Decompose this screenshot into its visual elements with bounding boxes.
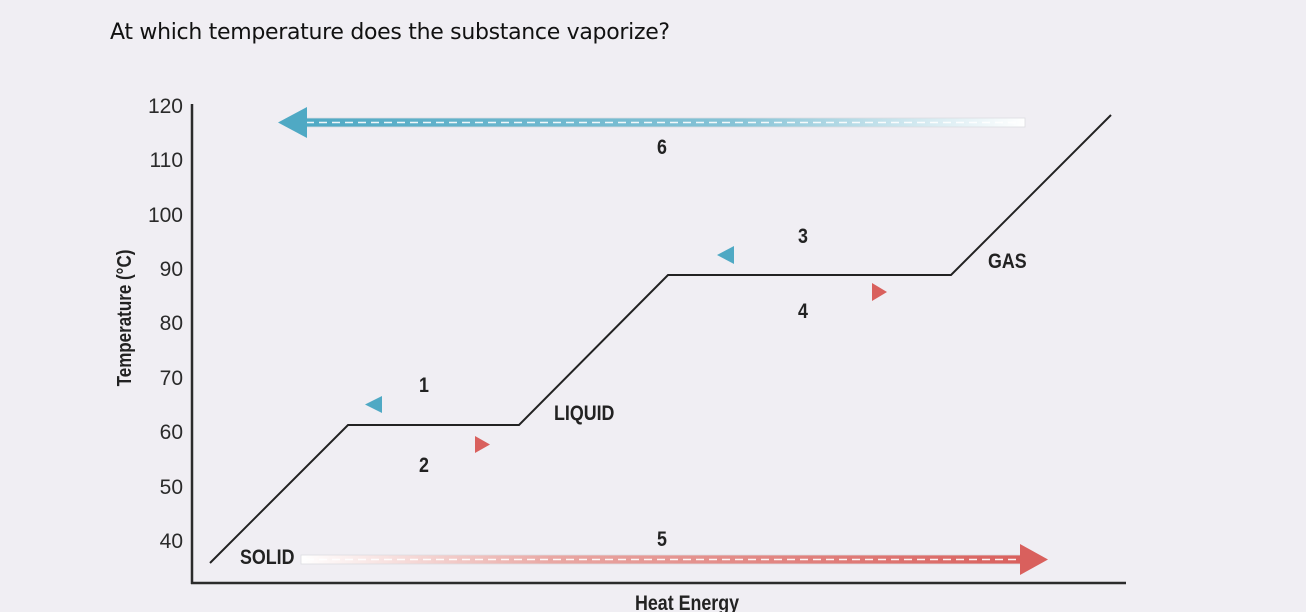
y-axis-title: Temperature (°C) <box>113 250 136 387</box>
arrow-2-label: 2 <box>419 454 429 478</box>
arrow-6-cooling <box>278 107 1026 138</box>
y-ticks: 120 110 100 90 80 70 60 50 40 <box>148 95 183 553</box>
y-tick-120: 120 <box>148 95 183 118</box>
arrow-6-head-left-icon <box>278 107 307 138</box>
arrow-3-label: 3 <box>798 225 808 249</box>
y-tick-50: 50 <box>160 476 183 499</box>
phase-label-solid: SOLID <box>240 546 294 570</box>
y-tick-70: 70 <box>160 367 183 390</box>
arrow-3-head-left-icon <box>717 246 734 264</box>
arrow-4-head-right-icon <box>872 283 887 301</box>
arrow-4-label: 4 <box>798 300 808 324</box>
arrow-5-heating <box>300 544 1048 575</box>
arrow-4-heating <box>723 283 887 301</box>
y-tick-40: 40 <box>160 530 183 553</box>
axes <box>190 104 1126 585</box>
y-tick-90: 90 <box>160 258 183 281</box>
arrow-1-cooling <box>365 396 492 413</box>
heating-curve-line <box>209 114 1112 564</box>
arrow-3-cooling <box>717 246 892 264</box>
y-tick-100: 100 <box>148 204 183 227</box>
question-text: At which temperature does the substance … <box>110 20 670 45</box>
arrow-1-label: 1 <box>419 374 429 398</box>
arrow-5-label: 5 <box>657 528 667 552</box>
y-tick-60: 60 <box>160 421 183 444</box>
phase-label-liquid: LIQUID <box>554 402 614 426</box>
y-tick-110: 110 <box>150 149 183 172</box>
arrow-6-label: 6 <box>657 136 667 160</box>
arrow-2-head-right-icon <box>475 436 490 453</box>
x-axis-title: Heat Energy <box>635 592 739 612</box>
arrow-5-head-right-icon <box>1020 544 1048 575</box>
phase-label-gas: GAS <box>988 250 1027 274</box>
arrow-2-heating <box>369 436 490 453</box>
y-tick-80: 80 <box>160 312 183 335</box>
arrow-1-head-left-icon <box>365 396 382 413</box>
